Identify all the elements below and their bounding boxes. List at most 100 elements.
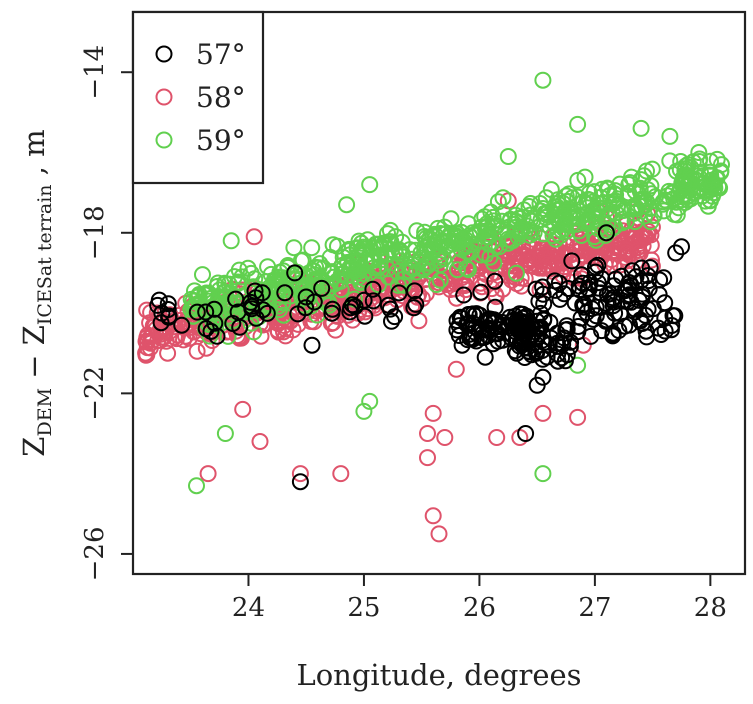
point-series-0 xyxy=(589,256,607,274)
point-series-0 xyxy=(597,224,615,242)
point-series-0 xyxy=(459,306,477,323)
point-series-0 xyxy=(535,334,553,351)
point-series-1 xyxy=(488,429,506,446)
y-title-z1: Z xyxy=(17,437,51,457)
point-series-2 xyxy=(414,261,432,279)
point-series-2 xyxy=(676,185,694,203)
point-series-0 xyxy=(578,304,596,321)
point-series-0 xyxy=(206,314,224,332)
point-series-2 xyxy=(194,266,211,284)
point-series-0 xyxy=(485,313,503,331)
point-series-0 xyxy=(286,264,304,282)
legend-label-58: 58° xyxy=(196,81,246,114)
point-series-0 xyxy=(563,252,581,270)
point-series-2 xyxy=(690,144,708,161)
point-series-0 xyxy=(486,272,504,290)
point-series-0 xyxy=(258,304,276,322)
point-series-0 xyxy=(479,322,497,339)
point-series-0 xyxy=(476,348,494,366)
point-series-0 xyxy=(593,322,611,340)
point-series-2 xyxy=(314,259,332,277)
point-series-2 xyxy=(665,205,683,223)
point-series-2 xyxy=(361,176,379,194)
point-series-2 xyxy=(188,477,205,495)
point-series-2 xyxy=(499,148,517,165)
point-series-1 xyxy=(169,326,187,344)
point-series-2 xyxy=(598,200,616,218)
point-series-0 xyxy=(205,300,223,318)
point-series-0 xyxy=(587,258,604,276)
point-series-2 xyxy=(606,185,623,203)
point-series-2 xyxy=(686,171,704,188)
point-series-0 xyxy=(152,314,170,332)
point-series-2 xyxy=(448,261,466,279)
point-series-2 xyxy=(661,127,679,145)
point-series-2 xyxy=(708,150,726,168)
point-series-2 xyxy=(441,225,459,243)
point-series-2 xyxy=(472,246,490,264)
point-series-2 xyxy=(661,152,679,170)
point-series-2 xyxy=(587,200,605,218)
point-series-0 xyxy=(254,301,272,319)
point-series-0 xyxy=(346,298,364,316)
y-tick-label--26: −26 xyxy=(80,526,110,581)
point-series-1 xyxy=(159,344,177,362)
point-series-1 xyxy=(436,429,454,446)
point-series-2 xyxy=(576,168,594,186)
point-series-0 xyxy=(547,281,564,299)
point-series-2 xyxy=(507,264,525,282)
point-series-0 xyxy=(598,311,615,329)
point-series-2 xyxy=(557,187,575,205)
point-series-2 xyxy=(617,212,635,230)
point-series-2 xyxy=(701,163,719,181)
point-series-0 xyxy=(571,281,588,299)
point-series-0 xyxy=(518,320,536,338)
point-series-2 xyxy=(361,392,379,410)
point-series-2 xyxy=(673,188,691,206)
point-series-2 xyxy=(341,246,358,264)
point-series-2 xyxy=(303,239,321,257)
point-series-2 xyxy=(532,202,550,220)
point-series-2 xyxy=(502,212,519,230)
point-series-2 xyxy=(338,196,356,214)
plot-frame xyxy=(131,10,747,576)
point-series-2 xyxy=(518,217,536,235)
point-series-1 xyxy=(234,400,252,418)
point-series-2 xyxy=(623,168,640,186)
point-series-0 xyxy=(344,296,361,314)
point-series-0 xyxy=(291,473,309,491)
point-series-0 xyxy=(549,345,567,363)
point-series-1 xyxy=(245,228,263,246)
point-series-0 xyxy=(617,281,635,299)
point-series-2 xyxy=(200,285,218,303)
y-tick-label--22: −22 xyxy=(80,366,110,421)
point-series-2 xyxy=(422,262,440,280)
point-series-2 xyxy=(222,284,240,302)
point-series-2 xyxy=(521,226,539,244)
point-series-2 xyxy=(581,184,598,202)
y-title-sub-icesat: ICESat terrain xyxy=(34,184,56,325)
point-series-0 xyxy=(569,323,587,341)
legend-marker-59 xyxy=(155,131,173,149)
point-series-0 xyxy=(633,259,651,277)
x-tick-label-28: 28 xyxy=(694,593,727,623)
point-series-2 xyxy=(494,189,512,207)
point-series-1 xyxy=(499,247,517,265)
point-series-0 xyxy=(641,259,659,277)
point-series-2 xyxy=(684,153,702,171)
point-series-2 xyxy=(222,232,240,250)
point-series-0 xyxy=(188,303,206,321)
point-series-0 xyxy=(472,283,490,301)
point-series-2 xyxy=(383,241,400,259)
point-series-2 xyxy=(355,402,373,420)
x-tick-label-25: 25 xyxy=(347,593,380,623)
point-series-0 xyxy=(243,297,261,315)
point-series-1 xyxy=(269,321,287,339)
point-series-2 xyxy=(490,238,508,256)
point-series-0 xyxy=(644,300,662,318)
point-series-1 xyxy=(545,254,563,272)
point-series-0 xyxy=(364,292,382,310)
point-series-0 xyxy=(552,334,570,352)
point-series-0 xyxy=(633,285,651,303)
point-series-0 xyxy=(604,325,622,343)
